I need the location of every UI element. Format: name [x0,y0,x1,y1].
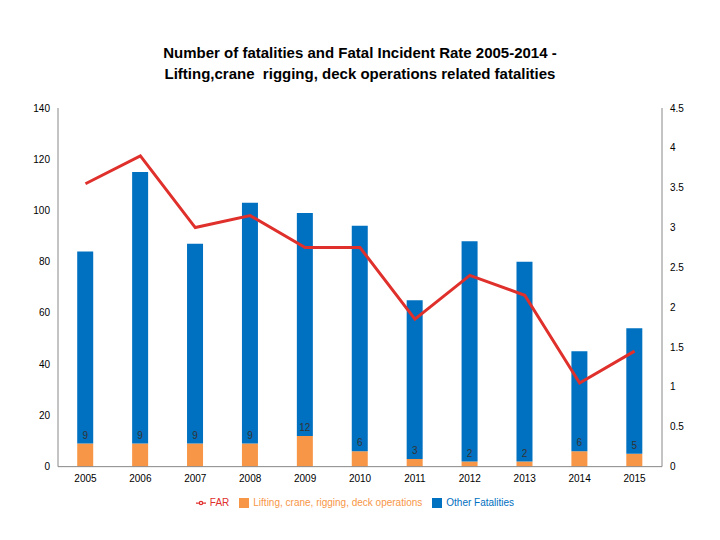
svg-text:2012: 2012 [459,473,482,484]
svg-text:2010: 2010 [349,473,372,484]
svg-text:9: 9 [192,430,198,441]
svg-text:40: 40 [39,359,51,370]
svg-text:0: 0 [670,461,676,472]
svg-text:2007: 2007 [184,473,207,484]
svg-text:0: 0 [44,461,50,472]
svg-text:2009: 2009 [294,473,317,484]
svg-text:9: 9 [247,430,253,441]
html-text:Number of fatalities and Fatal: Number of fatalities and Fatal Incident … [163,44,557,61]
svg-text:60: 60 [39,307,51,318]
html-text:FAR: FAR [209,496,230,508]
svg-text:2006: 2006 [129,473,152,484]
svg-text:20: 20 [39,410,51,421]
svg-text:3.5: 3.5 [670,182,684,193]
svg-text:0.5: 0.5 [670,421,684,432]
svg-text:9: 9 [82,430,88,441]
svg-text:2015: 2015 [623,473,646,484]
svg-text:3: 3 [670,222,676,233]
svg-text:9: 9 [137,430,143,441]
html-text:Other Fatalities: Other Fatalities [446,496,515,508]
svg-text:2: 2 [670,302,676,313]
svg-text:2005: 2005 [74,473,97,484]
svg-text:2008: 2008 [239,473,262,484]
svg-text:2014: 2014 [569,473,592,484]
svg-text:2: 2 [522,448,528,459]
svg-text:140: 140 [33,103,50,114]
svg-text:6: 6 [357,437,363,448]
svg-text:2013: 2013 [514,473,537,484]
svg-text:12: 12 [299,422,311,433]
svg-text:80: 80 [39,256,51,267]
svg-text:1: 1 [670,381,676,392]
svg-text:6: 6 [577,437,583,448]
svg-text:2.5: 2.5 [670,262,684,273]
svg-text:1.5: 1.5 [670,342,684,353]
svg-text:120: 120 [33,154,50,165]
svg-text:100: 100 [33,205,50,216]
html-text:Lifting, crane, rigging, deck: Lifting, crane, rigging, deck operations [253,496,423,508]
svg-text:4.5: 4.5 [670,103,684,114]
html-text:Lifting,crane rigging, deck op: Lifting,crane rigging, deck operations r… [164,65,556,82]
svg-text:5: 5 [632,440,638,451]
svg-text:2011: 2011 [404,473,426,484]
svg-text:2: 2 [467,448,473,459]
svg-text:4: 4 [670,142,676,153]
svg-text:3: 3 [412,445,418,456]
